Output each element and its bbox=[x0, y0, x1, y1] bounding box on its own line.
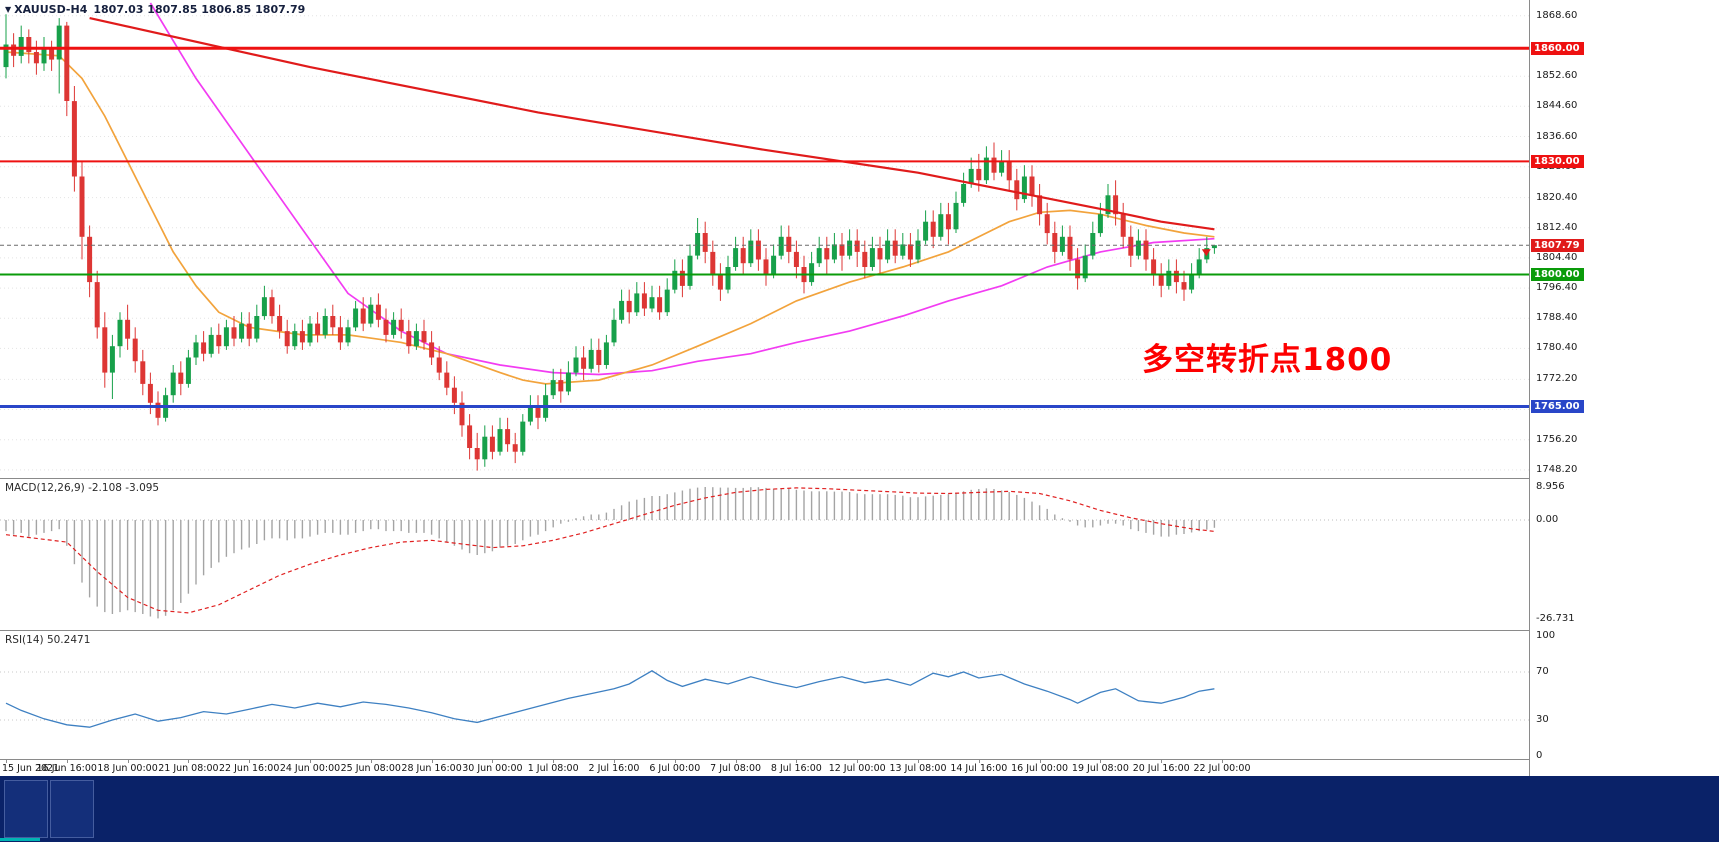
panel-separator bbox=[0, 478, 1719, 479]
time-tick bbox=[188, 759, 190, 763]
rsi-tick-label: 70 bbox=[1536, 666, 1549, 677]
price-arrow-marker bbox=[1201, 249, 1211, 257]
time-tick bbox=[492, 759, 494, 763]
macd-tick-label: 8.956 bbox=[1536, 481, 1565, 492]
price-tick-label: 1748.20 bbox=[1536, 463, 1578, 475]
symbol-name: XAUUSD-H4 bbox=[14, 3, 88, 16]
time-tick bbox=[127, 759, 129, 763]
time-tick bbox=[614, 759, 615, 763]
time-tick bbox=[796, 759, 798, 763]
rsi-tick-label: 0 bbox=[1536, 750, 1543, 761]
macd-tick-label: -26.731 bbox=[1536, 612, 1575, 624]
price-tick-label: 1812.40 bbox=[1536, 221, 1578, 233]
price-tick-label: 1836.60 bbox=[1536, 130, 1578, 142]
rsi-line bbox=[5, 670, 1215, 728]
price-tick-label: 1780.40 bbox=[1536, 342, 1578, 354]
time-tick bbox=[674, 759, 676, 763]
taskbar-tab[interactable] bbox=[4, 780, 48, 838]
price-axis[interactable]: 1868.601852.601844.601836.601828.601820.… bbox=[1529, 0, 1719, 776]
macd-panel[interactable] bbox=[0, 479, 1529, 629]
time-tick bbox=[310, 759, 311, 763]
price-tick-label: 1844.60 bbox=[1536, 100, 1578, 112]
panel-separator bbox=[0, 759, 1719, 760]
current-price-tag: 1807.79 bbox=[1531, 238, 1584, 252]
time-tick-label: 8 Jul 16:00 bbox=[770, 763, 822, 774]
time-tick bbox=[1222, 759, 1223, 763]
time-tick bbox=[918, 759, 919, 763]
main-price-chart[interactable] bbox=[0, 0, 1529, 477]
time-tick-label: 22 Jul 00:00 bbox=[1193, 763, 1251, 774]
taskbar-tab[interactable] bbox=[50, 780, 94, 838]
time-tick-label: 6 Jul 00:00 bbox=[649, 763, 701, 774]
price-tag-1800.00: 1800.00 bbox=[1531, 268, 1584, 281]
price-tag-1830.00: 1830.00 bbox=[1531, 154, 1584, 168]
time-tick-label: 16 Jul 00:00 bbox=[1011, 763, 1069, 774]
time-tick bbox=[66, 759, 68, 763]
price-tick-label: 1804.40 bbox=[1536, 251, 1578, 263]
ma-slow-line bbox=[149, 2, 1215, 376]
time-tick-label: 14 Jul 16:00 bbox=[950, 763, 1008, 774]
panel-separator bbox=[0, 630, 1719, 631]
price-tick-label: 1796.40 bbox=[1536, 282, 1578, 294]
rsi-panel[interactable] bbox=[0, 631, 1529, 759]
chart-annotation: 多空转折点1800 bbox=[1142, 342, 1393, 378]
time-tick-label: 16 Jun 16:00 bbox=[36, 763, 97, 774]
taskbar-accent-strip bbox=[0, 838, 40, 841]
macd-indicator-label: MACD(12,26,9) -2.108 -3.095 bbox=[5, 482, 160, 494]
time-tick-label: 30 Jun 00:00 bbox=[462, 763, 523, 774]
time-tick-label: 18 Jun 00:00 bbox=[97, 763, 158, 774]
macd-tick-label: 0.00 bbox=[1536, 514, 1559, 525]
price-tick-label: 1868.60 bbox=[1536, 9, 1578, 21]
macd-signal-line bbox=[5, 487, 1215, 614]
time-tick bbox=[857, 759, 859, 763]
time-tick bbox=[735, 759, 737, 763]
time-axis[interactable]: 15 Jun 2021 16 Jun 16:00 18 Jun 00:00 21 Ju… bbox=[0, 759, 1529, 776]
time-tick-label: 22 Jun 16:00 bbox=[219, 763, 280, 774]
time-tick-label: 12 Jul 00:00 bbox=[828, 763, 886, 774]
time-tick-label: 15 Jun 2021 bbox=[2, 763, 60, 774]
candlesticks bbox=[3, 14, 1217, 471]
rsi-tick-label: 100 bbox=[1536, 630, 1556, 641]
time-tick bbox=[431, 759, 433, 763]
time-tick-label: 13 Jul 08:00 bbox=[889, 763, 947, 774]
time-tick-label: 2 Jul 16:00 bbox=[588, 763, 640, 774]
price-tag-1765.00: 1765.00 bbox=[1531, 400, 1584, 413]
price-tag-1860.00: 1860.00 bbox=[1531, 41, 1584, 55]
time-tick-label: 21 Jun 08:00 bbox=[158, 763, 219, 774]
price-tick-label: 1756.20 bbox=[1536, 433, 1578, 445]
main-grid bbox=[0, 15, 1529, 471]
time-tick-label: 24 Jun 00:00 bbox=[279, 763, 341, 774]
descending-trendline bbox=[89, 17, 1215, 231]
price-tick-label: 1788.40 bbox=[1536, 312, 1578, 324]
time-tick bbox=[1039, 759, 1041, 763]
price-tick-label: 1820.40 bbox=[1536, 191, 1578, 203]
price-tick-label: 1852.60 bbox=[1536, 70, 1578, 82]
ma-fast-line bbox=[5, 51, 1215, 385]
time-tick-label: 7 Jul 08:00 bbox=[710, 763, 762, 774]
time-tick bbox=[370, 759, 372, 763]
price-tick-label: 1772.20 bbox=[1536, 373, 1578, 385]
ohlc-readout: 1807.03 1807.85 1806.85 1807.79 bbox=[93, 3, 306, 16]
time-tick bbox=[553, 759, 555, 763]
time-tick bbox=[1100, 759, 1102, 763]
time-tick bbox=[249, 759, 251, 763]
time-tick bbox=[1161, 759, 1163, 763]
time-tick-label: 20 Jul 16:00 bbox=[1132, 763, 1190, 774]
time-tick-label: 25 Jun 08:00 bbox=[340, 763, 401, 774]
bottom-taskbar bbox=[0, 776, 1719, 842]
symbol-icon: ▼ bbox=[5, 5, 12, 14]
time-tick-label: 19 Jul 08:00 bbox=[1071, 763, 1129, 774]
time-tick-label: 28 Jun 16:00 bbox=[401, 763, 462, 774]
time-tick bbox=[978, 759, 980, 763]
time-tick bbox=[6, 759, 7, 763]
rsi-tick-label: 30 bbox=[1536, 714, 1549, 725]
time-tick-label: 1 Jul 08:00 bbox=[527, 763, 579, 774]
rsi-indicator-label: RSI(14) 50.2471 bbox=[5, 634, 91, 646]
macd-histogram bbox=[5, 487, 1216, 619]
symbol-title: ▼ XAUUSD-H4 1807.03 1807.85 1806.85 1807.7… bbox=[5, 3, 305, 16]
